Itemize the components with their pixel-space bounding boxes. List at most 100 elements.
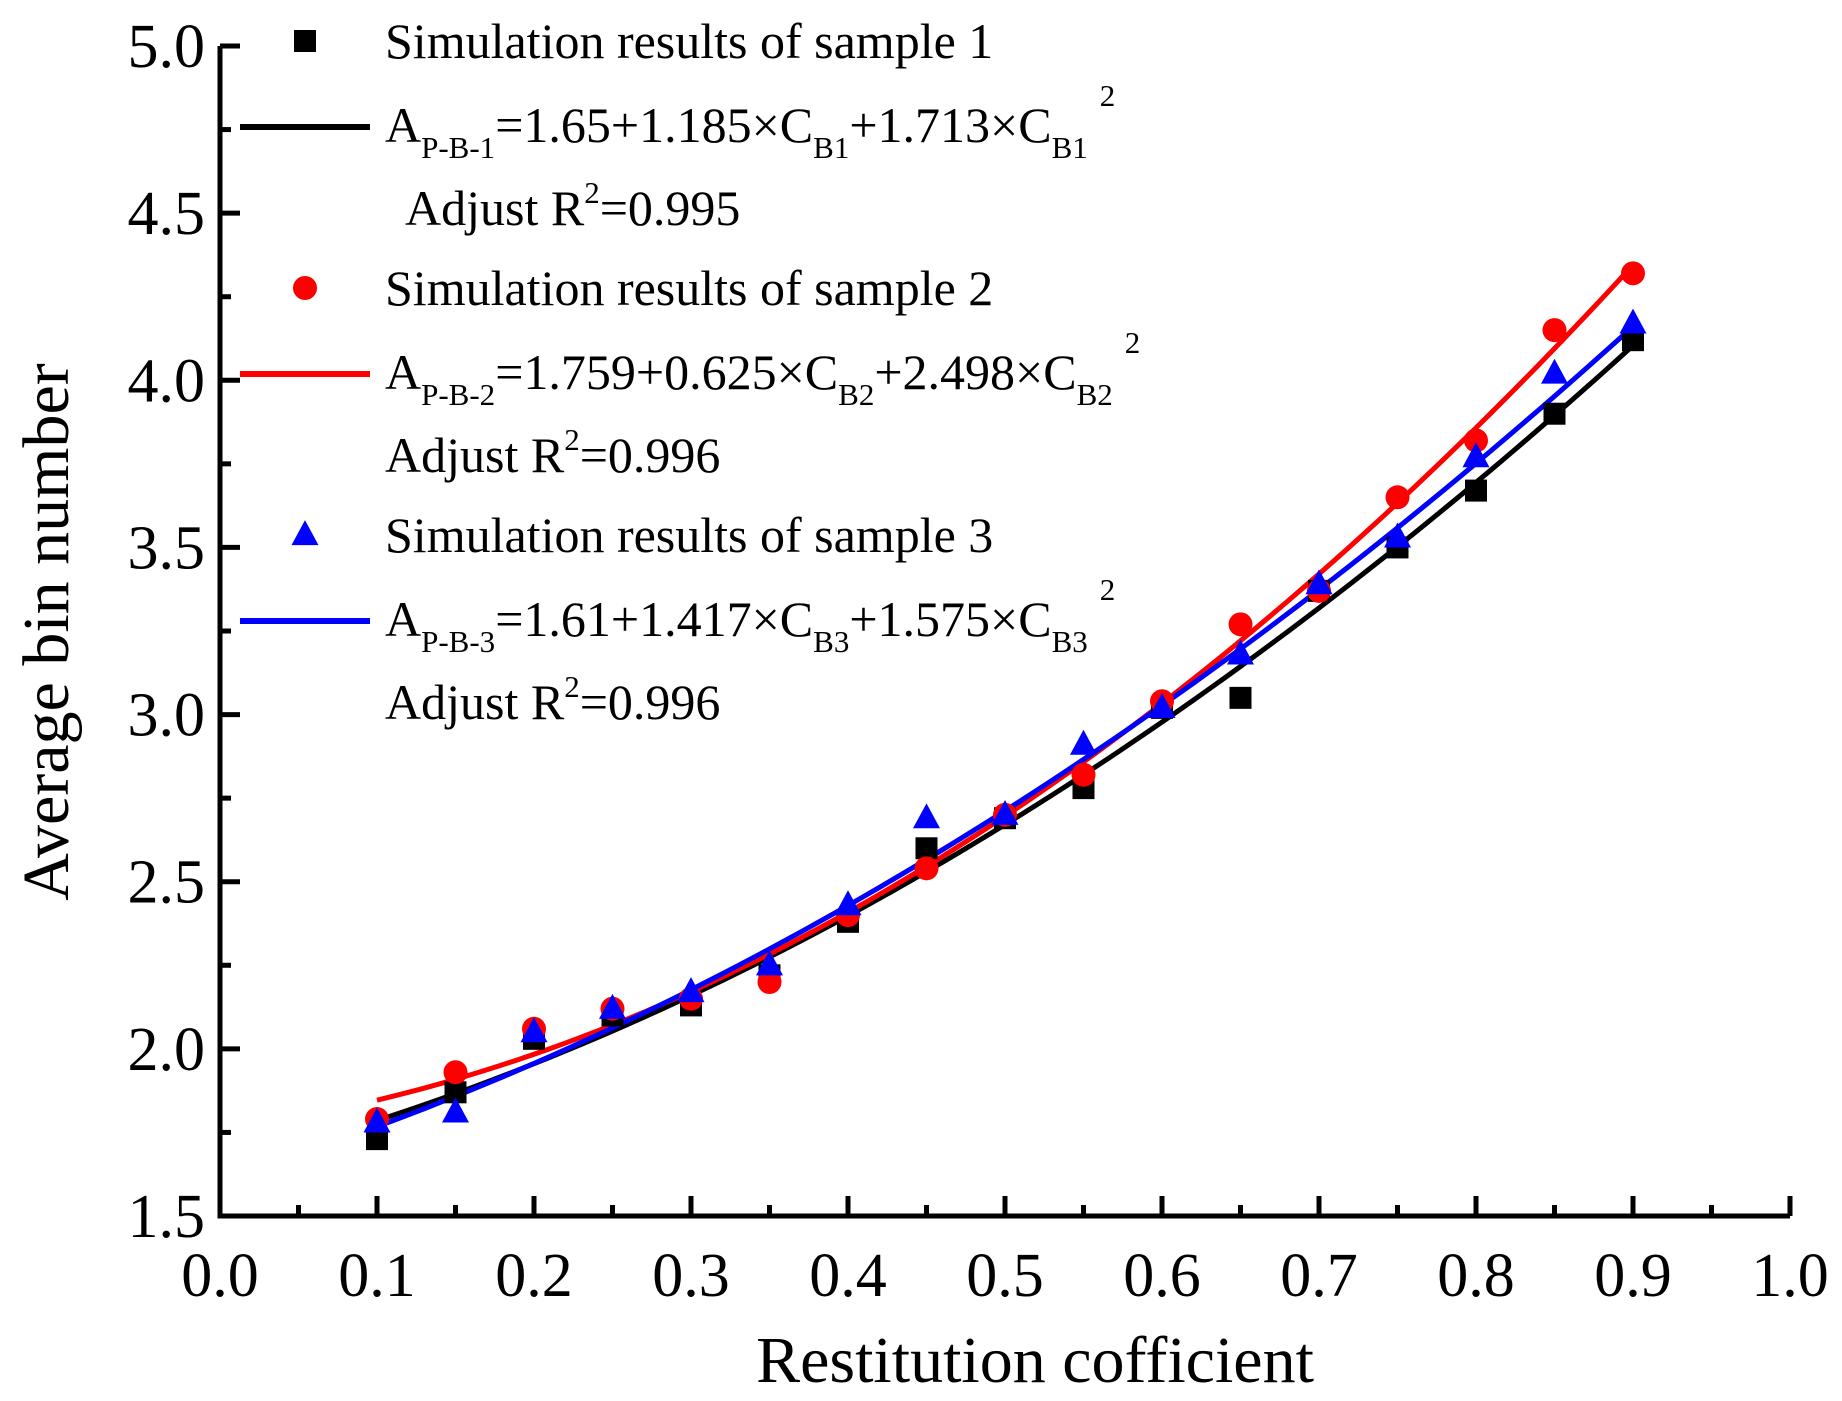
x-tick-label: 0.5 [966, 1242, 1044, 1310]
legend-fit-equation-sample-2: AP-B-2=1.759+0.625×CB2+2.498×CB22 [385, 325, 1140, 412]
fit-eq-part: =1.65+1.185×C [495, 97, 813, 153]
fit-eq-subscript: P-B-2 [421, 377, 495, 412]
r2-prefix: Adjust R [385, 427, 565, 483]
data-point-sample-3 [756, 950, 783, 976]
r2-superscript: 2 [564, 669, 580, 704]
fit-eq-part: +1.713×C [849, 97, 1051, 153]
data-point-sample-3 [1541, 358, 1568, 384]
data-point-sample-3 [442, 1097, 469, 1123]
fit-eq-part: =1.61+1.417×C [495, 591, 813, 647]
r2-superscript: 2 [564, 422, 580, 457]
x-tick-label: 0.2 [495, 1242, 573, 1310]
data-point-sample-3 [1619, 308, 1647, 334]
data-point-sample-1 [1543, 402, 1566, 425]
data-point-sample-3 [1384, 522, 1411, 548]
r2-value: =0.995 [600, 180, 741, 236]
x-tick-label: 0.0 [181, 1242, 259, 1310]
x-tick-label: 0.4 [809, 1242, 887, 1310]
data-point-sample-1 [1465, 479, 1487, 502]
x-tick-label: 0.7 [1280, 1242, 1358, 1310]
fit-eq-main: A [385, 591, 421, 647]
r2-value: =0.996 [580, 674, 721, 730]
fit-eq-superscript: 2 [1125, 325, 1141, 360]
data-point-sample-2 [1464, 428, 1488, 453]
legend-marker-sample-2 [293, 276, 317, 300]
y-tick-label: 4.0 [128, 347, 206, 415]
legend-fit-equation-sample-3: AP-B-3=1.61+1.417×CB3+1.575×CB32 [385, 572, 1115, 659]
r2-prefix: Adjust R [385, 674, 565, 730]
x-tick-label: 0.9 [1594, 1242, 1672, 1310]
data-point-sample-2 [1542, 318, 1567, 343]
legend-r2-sample-1: Adjust R2=0.995 [405, 175, 740, 236]
fit-eq-subscript: B3 [1052, 624, 1088, 659]
r2-superscript: 2 [584, 175, 600, 210]
fit-eq-subscript: P-B-1 [421, 130, 495, 165]
fit-eq-superscript: 2 [1100, 572, 1116, 607]
r2-value: =0.996 [580, 427, 721, 483]
data-point-sample-3 [677, 977, 705, 1003]
legend: Simulation results of sample 1AP-B-1=1.6… [240, 13, 1140, 730]
fit-eq-part: =1.759+0.625×C [495, 344, 838, 400]
x-tick-label: 0.1 [338, 1242, 416, 1310]
data-point-sample-3 [520, 1017, 548, 1043]
y-tick-label: 3.5 [128, 514, 206, 582]
data-point-sample-2 [1385, 485, 1410, 510]
fit-eq-main: A [385, 97, 421, 153]
legend-marker-sample-1 [294, 30, 316, 52]
data-point-sample-3 [1148, 693, 1176, 718]
axes: 0.0 0.1 0.2 0.3 0.4 0.5 0.6 0.7 0.8 0.9 1.0 1.5 2.0 2… [128, 13, 1829, 1310]
y-tick-label: 3.0 [128, 682, 206, 750]
y-tick-label: 1.5 [128, 1183, 206, 1251]
r2-prefix: Adjust R [405, 180, 585, 236]
y-tick-label: 4.5 [128, 180, 206, 248]
data-point-sample-3 [913, 803, 940, 829]
legend-fit-equation-sample-1: AP-B-1=1.65+1.185×CB1+1.713×CB12 [385, 78, 1115, 165]
fit-eq-subscript: B2 [838, 377, 874, 412]
x-axis-title: Restitution cofficient [756, 1324, 1314, 1397]
fit-eq-subscript: B2 [1077, 377, 1113, 412]
x-tick-label: 0.8 [1437, 1242, 1515, 1310]
data-point-sample-3 [1070, 729, 1097, 755]
data-point-sample-3 [363, 1107, 391, 1133]
data-point-sample-2 [1228, 612, 1253, 637]
data-point-sample-1 [1229, 686, 1252, 709]
x-tick-label: 0.3 [652, 1242, 730, 1310]
data-point-sample-2 [1621, 261, 1645, 286]
legend-marker-sample-3 [291, 520, 319, 546]
fit-eq-main: A [385, 344, 421, 400]
data-point-sample-3 [1227, 639, 1254, 665]
x-tick-label: 0.6 [1123, 1242, 1201, 1310]
data-point-sample-2 [1071, 762, 1096, 787]
data-point-sample-3 [834, 890, 862, 916]
legend-r2-sample-2: Adjust R2=0.996 [385, 422, 720, 483]
y-axis-title: Average bin number [10, 363, 83, 901]
fit-eq-subscript: P-B-3 [421, 624, 495, 659]
fit-eq-subscript: B1 [813, 130, 849, 165]
data-point-sample-1 [1622, 329, 1644, 352]
fit-eq-superscript: 2 [1100, 78, 1116, 113]
data-point-sample-3 [1305, 569, 1333, 595]
y-tick-label: 5.0 [128, 13, 206, 81]
legend-label-sample-3: Simulation results of sample 3 [385, 507, 993, 563]
data-point-sample-2 [757, 970, 782, 994]
fit-eq-subscript: B3 [813, 624, 849, 659]
fit-eq-part: +1.575×C [849, 591, 1051, 647]
data-point-sample-3 [599, 993, 626, 1019]
x-tick-label: 1.0 [1751, 1242, 1829, 1310]
y-tick-label: 2.5 [128, 849, 206, 917]
data-point-sample-2 [443, 1060, 468, 1085]
fit-eq-part: +2.498×C [874, 344, 1076, 400]
y-tick-label: 2.0 [128, 1016, 206, 1084]
fit-eq-subscript: B1 [1052, 130, 1088, 165]
data-point-sample-1 [366, 1128, 388, 1151]
legend-r2-sample-3: Adjust R2=0.996 [385, 669, 720, 730]
legend-label-sample-1: Simulation results of sample 1 [385, 13, 993, 69]
data-point-sample-1 [444, 1081, 467, 1104]
plot-area [363, 261, 1647, 1151]
data-point-sample-3 [991, 799, 1019, 825]
data-point-sample-1 [915, 837, 938, 860]
data-point-sample-3 [1462, 442, 1490, 468]
data-point-sample-2 [914, 856, 939, 881]
legend-label-sample-2: Simulation results of sample 2 [385, 260, 993, 316]
